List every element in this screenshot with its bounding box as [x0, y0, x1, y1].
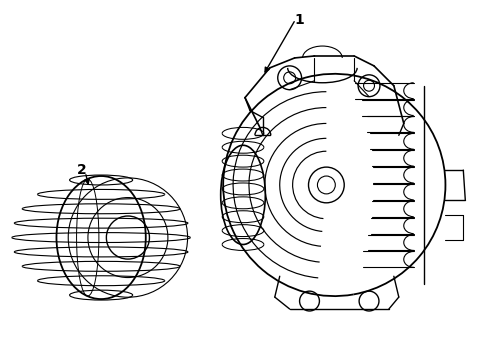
Text: 2: 2 — [76, 163, 86, 177]
Text: 1: 1 — [294, 13, 304, 27]
